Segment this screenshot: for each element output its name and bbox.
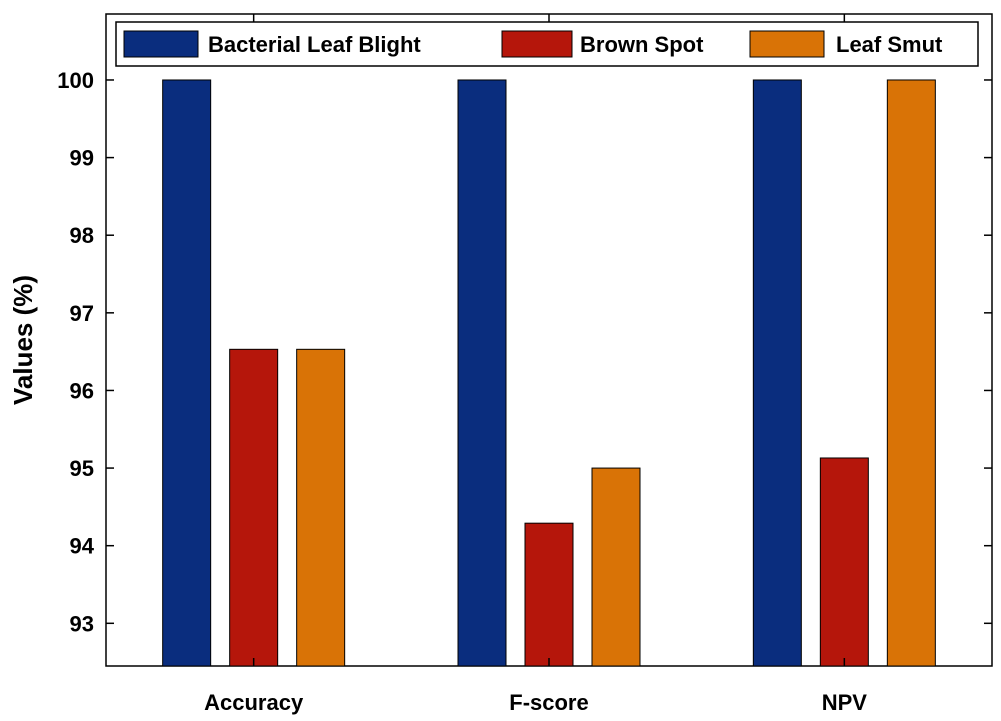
x-tick-label-f-score: F-score [509, 690, 588, 715]
legend-swatch-bacterial-leaf-blight [123, 30, 199, 58]
bar-accuracy-brown-spot [229, 348, 279, 667]
y-tick-label: 99 [70, 146, 94, 171]
bars-layer [162, 79, 936, 667]
legend-swatch-leaf-smut [749, 30, 825, 58]
y-tick-label: 97 [70, 301, 94, 326]
bar-npv-brown-spot [819, 457, 869, 667]
legend: Bacterial Leaf Blight Brown Spot Leaf Sm… [115, 21, 979, 67]
bar-accuracy-bacterial-leaf-blight [162, 79, 212, 667]
bar-f-score-leaf-smut [591, 467, 641, 667]
bar-f-score-bacterial-leaf-blight [457, 79, 507, 667]
y-tick-label: 94 [70, 534, 95, 559]
x-axis: Accuracy F-score NPV [204, 14, 867, 715]
bar-npv-bacterial-leaf-blight [752, 79, 802, 667]
bar-f-score-brown-spot [524, 522, 574, 667]
x-tick-label-npv: NPV [822, 690, 868, 715]
y-tick-label: 95 [70, 456, 94, 481]
legend-label-brown-spot: Brown Spot [580, 32, 704, 57]
bar-npv-leaf-smut [886, 79, 936, 667]
y-tick-label: 96 [70, 378, 94, 403]
legend-label-leaf-smut: Leaf Smut [836, 32, 943, 57]
x-tick-label-accuracy: Accuracy [204, 690, 304, 715]
y-axis: 93 94 95 96 97 98 99 100 [57, 68, 992, 636]
legend-swatch-brown-spot [501, 30, 573, 58]
y-axis-title: Values (%) [8, 275, 38, 405]
legend-label-bacterial-leaf-blight: Bacterial Leaf Blight [208, 32, 421, 57]
y-tick-label: 98 [70, 223, 94, 248]
y-tick-label: 93 [70, 611, 94, 636]
y-tick-label: 100 [57, 68, 94, 93]
bar-accuracy-leaf-smut [296, 348, 346, 667]
legend-box [115, 21, 979, 67]
